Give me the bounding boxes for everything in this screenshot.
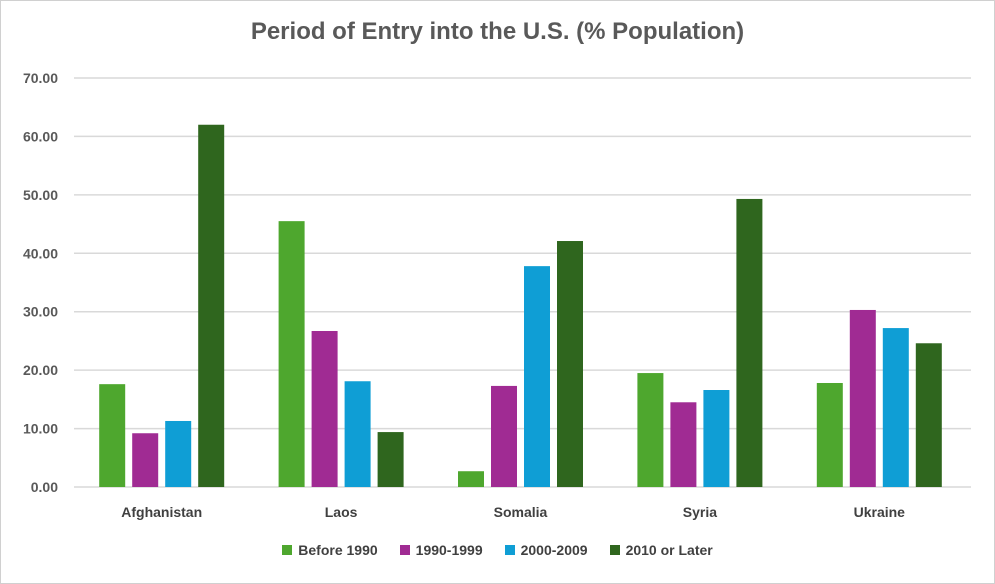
bar-somalia-3	[557, 241, 583, 487]
legend-label: 2000-2009	[520, 542, 588, 558]
y-tick-label: 10.00	[23, 421, 58, 437]
legend-swatch	[504, 545, 515, 555]
legend-swatch	[399, 545, 410, 555]
bar-syria-1	[670, 402, 697, 487]
legend-swatch	[282, 545, 293, 555]
bar-somalia-2	[524, 266, 550, 487]
legend-label: Before 1990	[298, 542, 378, 558]
bar-ukraine-0	[816, 382, 843, 487]
bar-afghanistan-2	[165, 420, 192, 487]
x-tick-label: Somalia	[494, 504, 548, 520]
chart-title: Period of Entry into the U.S. (% Populat…	[250, 18, 745, 45]
y-tick-label: 20.00	[23, 362, 58, 378]
legend-item: 2010 or Later	[609, 542, 713, 558]
y-tick-label: 40.00	[23, 245, 58, 261]
x-tick-label: Afghanistan	[121, 504, 202, 520]
legend-swatch	[609, 545, 620, 555]
legend-label: 1990-1999	[415, 542, 483, 558]
legend-item: Before 1990	[282, 542, 378, 558]
legend: Before 1990 1990-1999 2000-2009 2010 or Lat…	[0, 542, 995, 558]
bar-afghanistan-0	[99, 384, 126, 487]
bar-syria-3	[736, 198, 763, 487]
y-tick-label: 50.00	[23, 187, 58, 203]
y-tick-label: 0.00	[31, 479, 58, 495]
x-tick-label: Ukraine	[854, 504, 906, 520]
y-tick-label: 30.00	[23, 304, 58, 320]
legend-item: 2000-2009	[504, 542, 588, 558]
y-tick-label: 60.00	[23, 128, 58, 144]
bar-afghanistan-1	[132, 433, 159, 487]
bar-syria-0	[637, 373, 664, 487]
legend-item: 1990-1999	[399, 542, 483, 558]
bar-syria-2	[703, 390, 730, 487]
bar-laos-3	[377, 432, 404, 487]
bar-laos-2	[344, 381, 371, 487]
legend-label: 2010 or Later	[625, 542, 713, 558]
x-tick-label: Laos	[325, 504, 358, 520]
bar-laos-1	[311, 330, 338, 487]
bar-ukraine-2	[882, 328, 909, 487]
bar-ukraine-3	[915, 343, 942, 487]
y-tick-label: 70.00	[23, 70, 58, 86]
bar-laos-0	[278, 221, 305, 487]
x-tick-label: Syria	[683, 504, 717, 520]
bar-afghanistan-3	[198, 124, 225, 487]
bar-somalia-0	[458, 471, 484, 487]
bar-somalia-1	[491, 385, 517, 487]
bar-ukraine-1	[849, 309, 876, 487]
